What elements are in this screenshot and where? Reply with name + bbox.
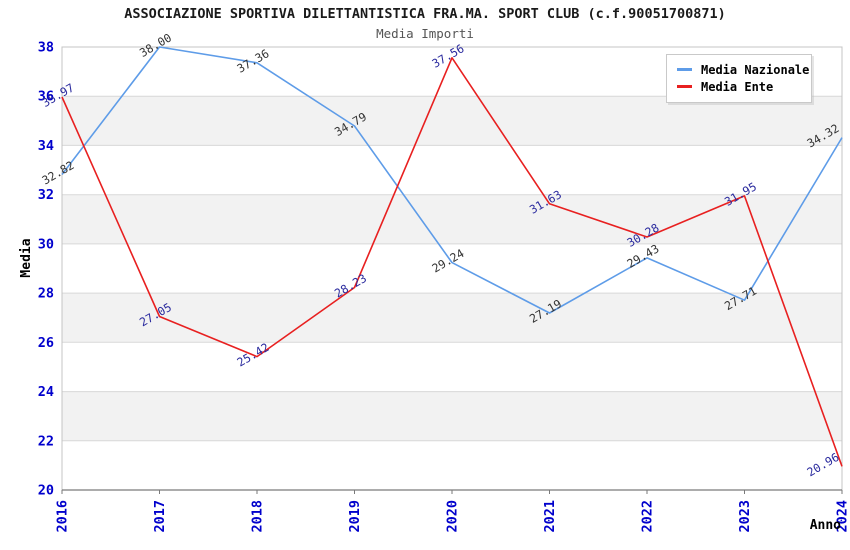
y-tick-label: 34 — [38, 138, 54, 154]
y-tick-label: 24 — [38, 384, 54, 400]
y-tick-label: 32 — [38, 187, 54, 203]
series-line-media-ente — [61, 56, 843, 467]
x-tick-label: 2021 — [542, 500, 558, 533]
legend-label-nazionale: Media Nazionale — [701, 62, 810, 77]
plot-band — [62, 440, 842, 490]
legend-label-ente: Media Ente — [701, 79, 774, 94]
legend-box: Media Nazionale Media Ente — [666, 54, 812, 103]
y-tick-label: 36 — [38, 89, 54, 105]
x-tick-label: 2020 — [445, 500, 461, 533]
x-tick-label: 2018 — [250, 500, 266, 533]
plot-band — [62, 342, 842, 392]
y-tick-label: 22 — [38, 433, 54, 449]
x-tick-label: 2023 — [737, 500, 753, 533]
y-tick-label: 28 — [38, 286, 54, 302]
line-marker-ente-icon — [677, 85, 692, 88]
plot-band — [62, 194, 842, 244]
x-tick-label: 2024 — [835, 500, 850, 533]
x-tick-label: 2017 — [152, 500, 168, 533]
y-tick-label: 26 — [38, 335, 54, 351]
x-tick-label: 2022 — [640, 500, 656, 533]
y-tick-label: 20 — [38, 483, 54, 499]
x-tick-label: 2016 — [55, 500, 71, 533]
y-tick-label: 30 — [38, 236, 54, 252]
series-line-media-nazionale — [61, 46, 843, 314]
plot-band — [62, 96, 842, 146]
y-tick-label: 38 — [38, 40, 54, 56]
plot-band — [62, 145, 842, 195]
legend-item-nazionale: Media Nazionale — [677, 61, 809, 78]
x-axis-title: Anno — [810, 518, 841, 533]
line-marker-nazionale-icon — [677, 68, 692, 71]
y-axis-title: Media — [19, 238, 34, 277]
plot-band — [62, 391, 842, 441]
plot-band — [62, 243, 842, 294]
x-tick-label: 2019 — [347, 500, 363, 533]
chart-subtitle: Media Importi — [376, 26, 474, 41]
chart-title: ASSOCIAZIONE SPORTIVA DILETTANTISTICA FR… — [124, 6, 726, 22]
plot-band — [62, 293, 842, 343]
legend-item-ente: Media Ente — [677, 78, 803, 95]
